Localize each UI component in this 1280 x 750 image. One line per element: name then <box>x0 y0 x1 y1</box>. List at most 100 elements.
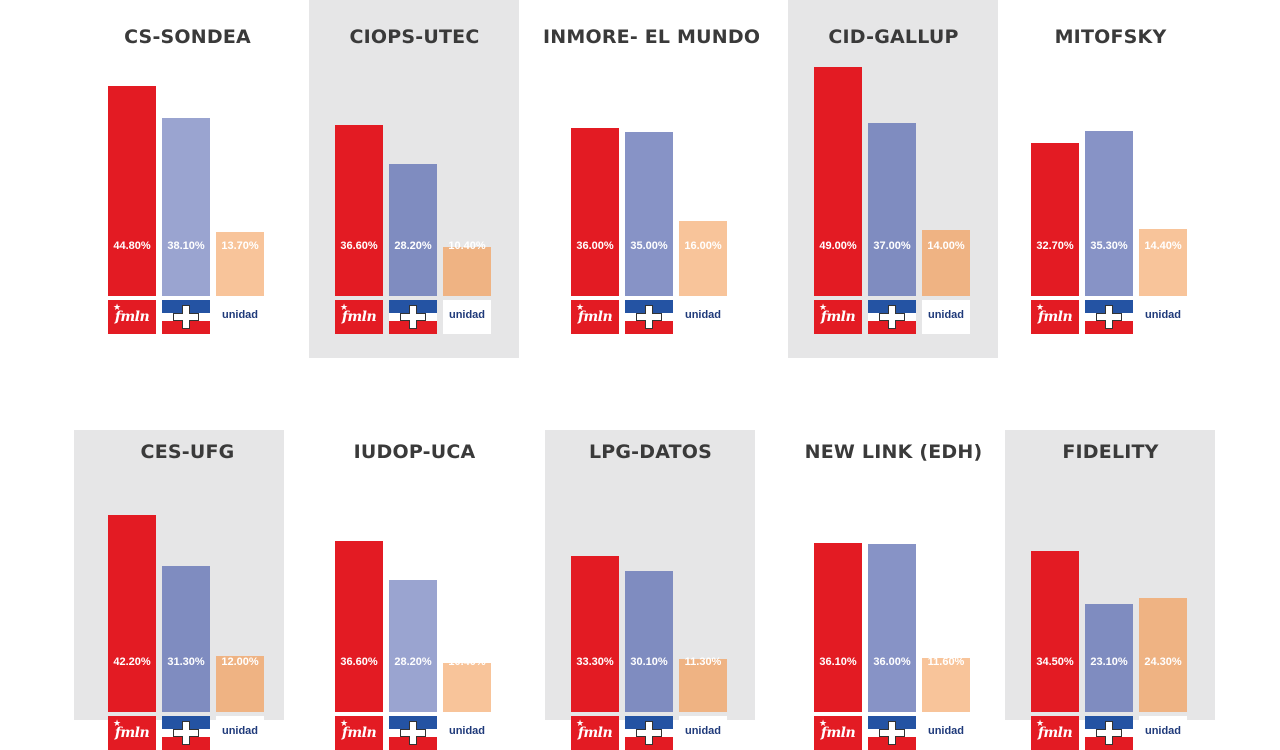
value-label: 31.30% <box>167 656 205 668</box>
bar-fmln <box>335 541 383 712</box>
chart-title: CES-UFG <box>140 441 235 463</box>
value-label: 49.00% <box>819 240 857 252</box>
arena-cross-logo-icon <box>625 716 673 750</box>
chart-title: CS-SONDEA <box>124 26 251 48</box>
arena-cross-logo-icon <box>162 300 210 334</box>
value-label: 35.00% <box>630 240 668 252</box>
value-label: 33.30% <box>576 656 614 668</box>
bar-unidad <box>1139 229 1187 296</box>
value-label: 10.40% <box>448 240 486 252</box>
unidad-logo-icon: unidad <box>1139 300 1187 334</box>
unidad-logo-text: unidad <box>684 309 722 321</box>
fmln-logo-icon: ★ fmln <box>571 716 619 750</box>
bar-unidad <box>216 656 264 712</box>
star-icon: ★ <box>1036 302 1045 312</box>
value-label: 36.00% <box>873 656 911 668</box>
value-label: 13.70% <box>221 240 259 252</box>
unidad-logo-text: unidad <box>448 725 486 737</box>
value-label: 36.60% <box>340 240 378 252</box>
bar-fmln <box>1031 143 1079 296</box>
unidad-logo-icon: unidad <box>443 300 491 334</box>
value-label: 30.10% <box>630 656 668 668</box>
chart-title: IUDOP-UCA <box>353 441 476 463</box>
fmln-logo-icon: ★ fmln <box>1031 300 1079 334</box>
arena-cross-logo-icon <box>162 716 210 750</box>
value-label: 36.00% <box>576 240 614 252</box>
value-label: 28.20% <box>394 240 432 252</box>
fmln-logo-icon: ★ fmln <box>814 300 862 334</box>
arena-logo-part <box>183 306 189 328</box>
value-label: 34.50% <box>1036 656 1074 668</box>
chart-title: CID-GALLUP <box>828 26 959 48</box>
bar-unidad <box>679 659 727 712</box>
bar-fmln <box>814 543 862 712</box>
unidad-logo-icon: unidad <box>922 716 970 750</box>
unidad-logo-icon: unidad <box>216 300 264 334</box>
value-label: 37.00% <box>873 240 911 252</box>
chart-title: FIDELITY <box>1062 441 1159 463</box>
fmln-logo-text: fmln <box>114 725 150 741</box>
fmln-logo-text: fmln <box>1037 309 1073 325</box>
fmln-logo-text: fmln <box>114 309 150 325</box>
arena-cross-logo-icon <box>868 300 916 334</box>
chart-title: INMORE- EL MUNDO <box>543 26 761 48</box>
unidad-logo-icon: unidad <box>443 716 491 750</box>
value-label: 16.00% <box>684 240 722 252</box>
value-label: 14.40% <box>1144 240 1182 252</box>
bar-unidad <box>443 247 491 296</box>
star-icon: ★ <box>113 302 122 312</box>
arena-logo-part <box>410 722 416 744</box>
value-label: 38.10% <box>167 240 205 252</box>
value-label: 23.10% <box>1090 656 1128 668</box>
arena-cross-logo-icon <box>1085 300 1133 334</box>
arena-logo-part <box>646 306 652 328</box>
value-label: 14.00% <box>927 240 965 252</box>
unidad-logo-icon: unidad <box>1139 716 1187 750</box>
value-label: 11.30% <box>684 656 722 668</box>
bar-arena <box>162 118 210 296</box>
bar-arena <box>1085 131 1133 296</box>
arena-cross-logo-icon <box>625 300 673 334</box>
value-label: 32.70% <box>1036 240 1074 252</box>
bar-unidad <box>216 232 264 296</box>
chart-title: CIOPS-UTEC <box>349 26 480 48</box>
star-icon: ★ <box>819 302 828 312</box>
bar-unidad <box>922 658 970 712</box>
bar-fmln <box>814 67 862 296</box>
arena-logo-part <box>889 306 895 328</box>
arena-cross-logo-icon <box>1085 716 1133 750</box>
fmln-logo-icon: ★ fmln <box>108 716 156 750</box>
bar-arena <box>389 580 437 712</box>
fmln-logo-icon: ★ fmln <box>335 300 383 334</box>
value-label: 28.20% <box>394 656 432 668</box>
bar-unidad <box>443 663 491 712</box>
value-label: 36.10% <box>819 656 857 668</box>
value-label: 24.30% <box>1144 656 1182 668</box>
fmln-logo-text: fmln <box>341 309 377 325</box>
arena-logo-part <box>1106 306 1112 328</box>
arena-cross-logo-icon <box>389 300 437 334</box>
arena-logo-part <box>183 722 189 744</box>
unidad-logo-icon: unidad <box>922 300 970 334</box>
fmln-logo-text: fmln <box>1037 725 1073 741</box>
fmln-logo-text: fmln <box>577 725 613 741</box>
unidad-logo-icon: unidad <box>679 716 727 750</box>
bar-unidad <box>1139 598 1187 712</box>
bar-fmln <box>335 125 383 296</box>
bar-unidad <box>922 230 970 296</box>
value-label: 42.20% <box>113 656 151 668</box>
unidad-logo-text: unidad <box>1144 725 1182 737</box>
arena-logo-part <box>889 722 895 744</box>
bar-fmln <box>108 86 156 296</box>
fmln-logo-icon: ★ fmln <box>335 716 383 750</box>
bar-arena <box>868 544 916 712</box>
bar-fmln <box>1031 551 1079 712</box>
bar-arena <box>1085 604 1133 712</box>
fmln-logo-icon: ★ fmln <box>1031 716 1079 750</box>
bar-arena <box>389 164 437 296</box>
bar-fmln <box>108 515 156 712</box>
value-label: 44.80% <box>113 240 151 252</box>
star-icon: ★ <box>340 302 349 312</box>
unidad-logo-text: unidad <box>1144 309 1182 321</box>
bar-arena <box>162 566 210 712</box>
